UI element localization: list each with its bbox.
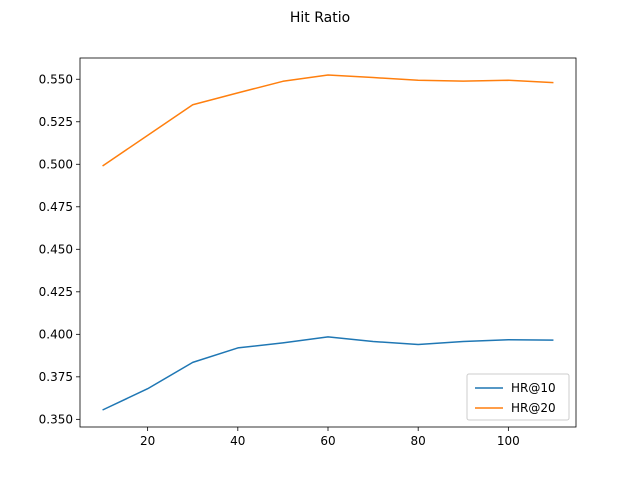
y-tick-label: 0.450	[39, 242, 73, 256]
legend-label-hr-20: HR@20	[511, 401, 556, 415]
y-tick-label: 0.500	[39, 157, 73, 171]
x-tick-label: 20	[140, 434, 155, 448]
x-tick-label: 100	[497, 434, 520, 448]
y-tick-label: 0.400	[39, 327, 73, 341]
legend-label-hr-10: HR@10	[511, 381, 556, 395]
chart-title: Hit Ratio	[290, 10, 350, 26]
legend: HR@10 HR@20	[466, 373, 570, 421]
y-tick-label: 0.425	[39, 285, 73, 299]
x-tick-label: 80	[411, 434, 426, 448]
y-tick-label: 0.475	[39, 200, 73, 214]
series-line-hr-20	[102, 74, 554, 167]
y-tick-label: 0.375	[39, 370, 73, 384]
plot-area: 20 40 60 80 100 0.350 0.375 0.400 0.425 0.450 0.47…	[39, 72, 554, 448]
axes-frame	[79, 57, 577, 428]
x-tick-label: 40	[230, 434, 245, 448]
y-tick-label: 0.550	[39, 72, 73, 86]
series-line-hr-10	[102, 336, 554, 411]
y-tick-label: 0.350	[39, 412, 73, 426]
x-tick-label: 60	[320, 434, 335, 448]
y-tick-label: 0.525	[39, 115, 73, 129]
